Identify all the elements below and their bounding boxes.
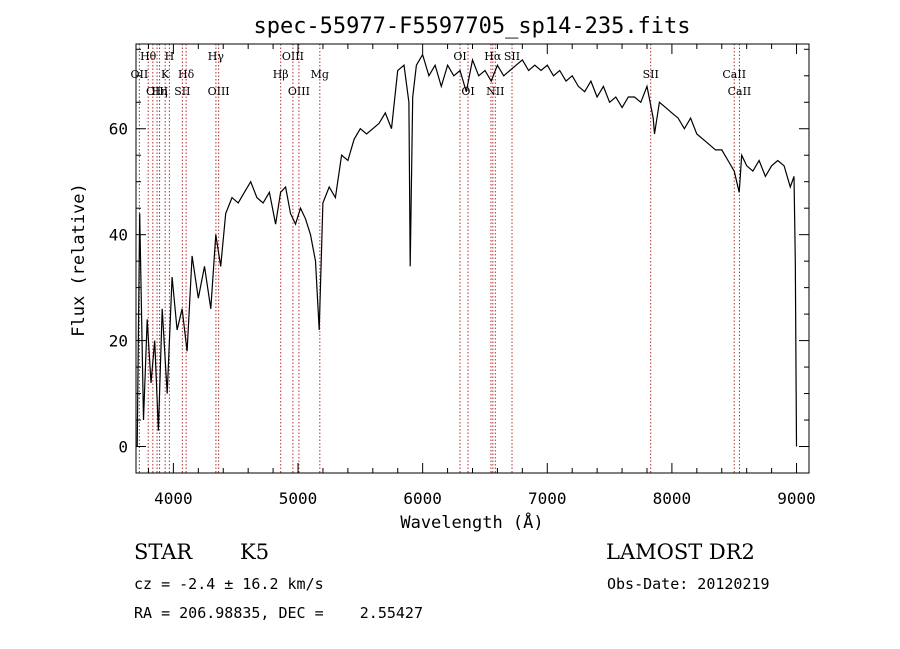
- marker-label-16: SII: [174, 85, 190, 98]
- object-subclass: K5: [240, 540, 270, 564]
- chart-title: spec-55977-F5597705_sp14-235.fits: [253, 14, 690, 39]
- x-axis: 4000 5000 6000 7000 8000 9000: [147, 44, 816, 508]
- y-tick-label-0: 0: [118, 438, 128, 457]
- x-tick-label-4: 8000: [653, 489, 692, 508]
- marker-label-18: OIII: [288, 85, 310, 98]
- marker-label-0: Hθ: [140, 50, 157, 63]
- y-axis-label: Flux (relative): [69, 183, 89, 337]
- plot-frame: [135, 43, 810, 474]
- marker-label-5: Hα: [484, 50, 502, 63]
- marker-label-17: OIII: [208, 85, 230, 98]
- y-tick-label-3: 60: [109, 120, 128, 139]
- marker-label-11: Mg: [311, 68, 329, 81]
- survey-name: LAMOST DR2: [606, 540, 755, 564]
- marker-label-3: OIII: [282, 50, 304, 63]
- spectral-line-markers: [138, 44, 740, 473]
- y-axis: 0 20 40 60: [109, 48, 809, 457]
- x-tick-label-1: 5000: [279, 489, 318, 508]
- marker-label-15: Hη: [151, 85, 167, 98]
- marker-label-7: OII: [131, 68, 149, 81]
- observation-date: Obs-Date: 20120219: [607, 575, 770, 593]
- marker-label-12: SII: [643, 68, 659, 81]
- marker-label-21: CaII: [728, 85, 752, 98]
- marker-label-10: Hβ: [273, 68, 289, 81]
- x-tick-label-3: 7000: [528, 489, 567, 508]
- marker-label-9: Hδ: [178, 68, 195, 81]
- marker-label-1: H: [165, 50, 175, 63]
- marker-label-4: OI: [453, 50, 466, 63]
- coordinates: RA = 206.98835, DEC = 2.55427: [134, 604, 423, 622]
- marker-label-13: CaII: [722, 68, 746, 81]
- marker-label-14: OIII: [146, 85, 168, 98]
- x-tick-label-2: 6000: [403, 489, 442, 508]
- x-tick-label-5: 9000: [777, 489, 816, 508]
- marker-label-20: NII: [486, 85, 504, 98]
- y-tick-label-2: 40: [109, 226, 128, 245]
- marker-label-6: SII: [504, 50, 520, 63]
- marker-label-19: OI: [461, 85, 474, 98]
- marker-label-8: K: [161, 68, 170, 81]
- marker-label-2: Hγ: [208, 50, 225, 63]
- object-class: STAR: [134, 540, 193, 564]
- x-axis-label: Wavelength (Å): [400, 511, 543, 533]
- x-tick-label-0: 4000: [154, 489, 193, 508]
- redshift-velocity: cz = -2.4 ± 16.2 km/s: [134, 575, 324, 593]
- y-tick-label-1: 20: [109, 332, 128, 351]
- spectrum-series-line: [136, 53, 798, 447]
